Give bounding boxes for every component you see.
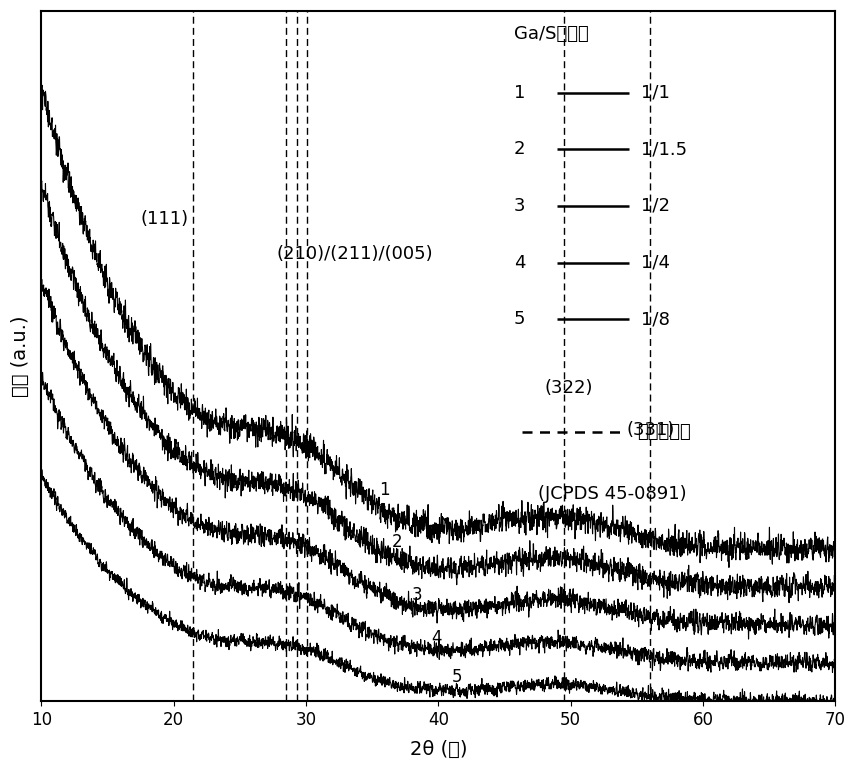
Text: 六方硫化镁: 六方硫化镁: [637, 424, 691, 441]
Text: 5: 5: [452, 668, 462, 685]
Text: (322): (322): [544, 380, 593, 397]
Text: (331): (331): [626, 421, 674, 439]
X-axis label: 2θ (度): 2θ (度): [410, 740, 467, 759]
Text: 3: 3: [412, 586, 423, 604]
Text: 2: 2: [392, 533, 403, 551]
Text: 1: 1: [379, 480, 389, 499]
Text: 3: 3: [513, 197, 525, 215]
Text: 1: 1: [513, 84, 525, 102]
Text: 1/2: 1/2: [641, 197, 670, 215]
Text: (111): (111): [141, 210, 189, 229]
Text: 4: 4: [432, 628, 442, 647]
Text: 1/1.5: 1/1.5: [641, 140, 687, 159]
Text: 2: 2: [513, 140, 525, 159]
Text: Ga/S投料比: Ga/S投料比: [513, 25, 589, 43]
Text: 5: 5: [513, 310, 525, 328]
Text: 1/8: 1/8: [641, 310, 669, 328]
Text: 1/4: 1/4: [641, 253, 670, 272]
Y-axis label: 强度 (a.u.): 强度 (a.u.): [11, 316, 30, 397]
Text: (JCPDS 45-0891): (JCPDS 45-0891): [537, 486, 686, 504]
Text: 1/1: 1/1: [641, 84, 669, 102]
Text: 4: 4: [513, 253, 525, 272]
Text: (210)/(211)/(005): (210)/(211)/(005): [277, 245, 434, 263]
